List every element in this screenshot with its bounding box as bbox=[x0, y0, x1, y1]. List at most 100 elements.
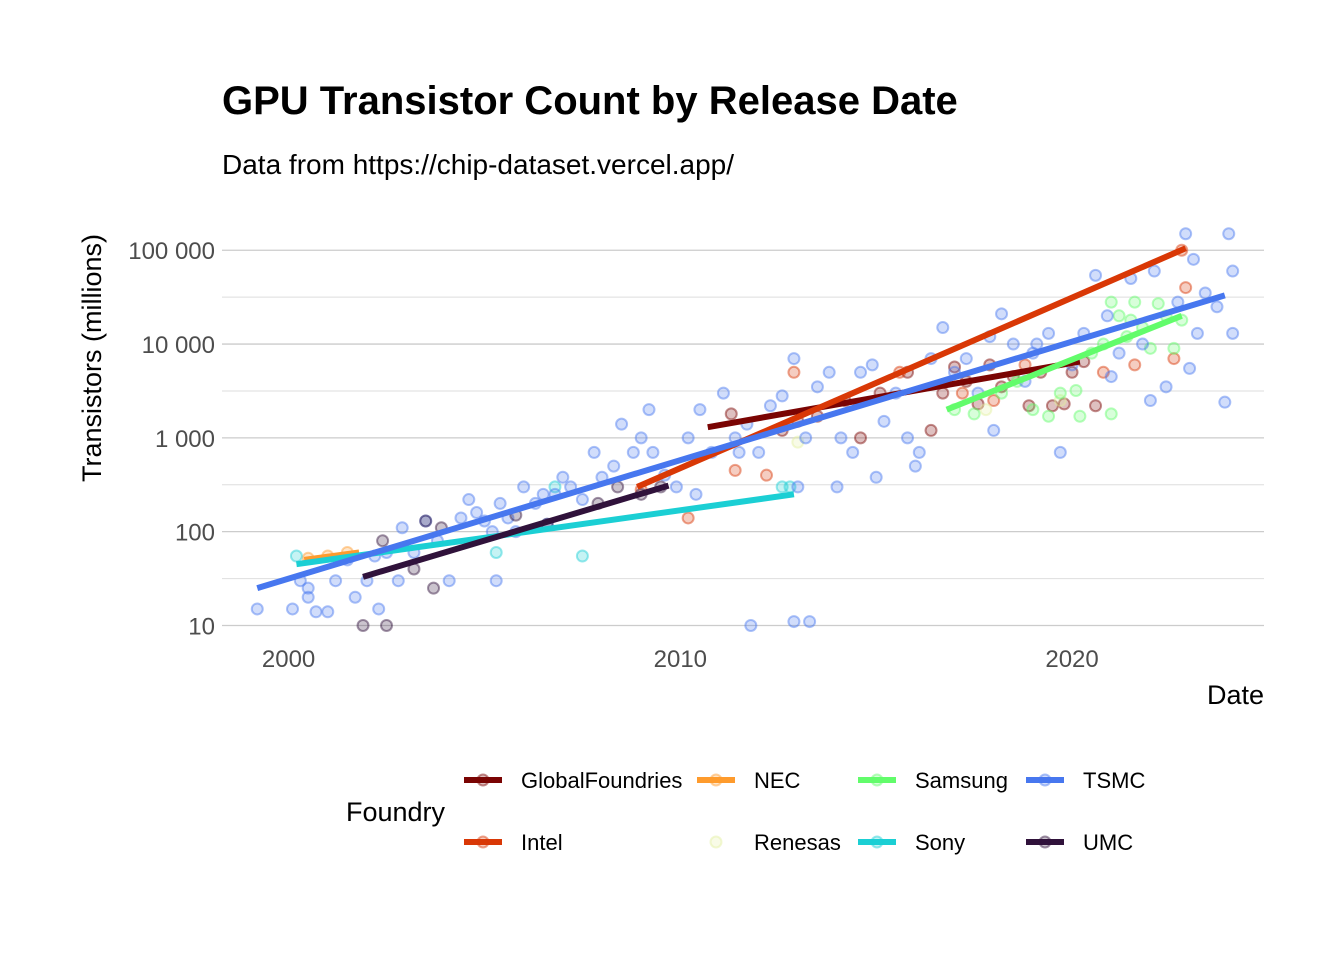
data-point bbox=[1053, 394, 1067, 408]
data-point bbox=[854, 365, 868, 379]
data-point bbox=[442, 574, 456, 588]
data-point bbox=[1167, 352, 1181, 366]
data-point bbox=[1222, 227, 1236, 241]
legend-key-point bbox=[709, 773, 723, 787]
data-point bbox=[732, 445, 746, 459]
data-point bbox=[1112, 309, 1126, 323]
x-axis-ticks: 2000 2010 2020 bbox=[262, 646, 1099, 673]
trend-line bbox=[256, 292, 1226, 592]
data-point bbox=[1147, 264, 1161, 278]
data-point bbox=[744, 618, 758, 632]
data-point bbox=[775, 389, 789, 403]
data-point bbox=[787, 615, 801, 629]
data-point bbox=[372, 602, 386, 616]
data-point bbox=[979, 403, 993, 417]
data-point bbox=[865, 358, 879, 372]
data-point bbox=[1210, 300, 1224, 314]
data-point bbox=[1159, 380, 1173, 394]
data-point bbox=[1104, 370, 1118, 384]
data-point bbox=[286, 602, 300, 616]
legend-key-point bbox=[476, 773, 490, 787]
data-point bbox=[787, 365, 801, 379]
data-point bbox=[681, 431, 695, 445]
data-point bbox=[724, 407, 738, 421]
data-point bbox=[454, 511, 468, 525]
legend-item: Intel bbox=[464, 830, 563, 855]
data-point bbox=[626, 445, 640, 459]
legend-label: Sony bbox=[915, 830, 965, 855]
data-point bbox=[1198, 286, 1212, 300]
data-point bbox=[301, 581, 315, 595]
data-point bbox=[810, 380, 824, 394]
legend-key-point bbox=[476, 835, 490, 849]
data-point bbox=[470, 506, 484, 520]
data-point bbox=[587, 445, 601, 459]
data-point bbox=[1073, 409, 1087, 423]
y-axis-title: Transistors (millions) bbox=[77, 234, 107, 482]
data-point bbox=[548, 480, 562, 494]
data-point bbox=[1089, 399, 1103, 413]
y-tick-label: 100 000 bbox=[128, 238, 215, 265]
data-point bbox=[1179, 227, 1193, 241]
data-point bbox=[822, 365, 836, 379]
data-point bbox=[791, 435, 805, 449]
data-point bbox=[462, 493, 476, 507]
data-point bbox=[380, 618, 394, 632]
data-point bbox=[948, 360, 962, 374]
data-point bbox=[1151, 297, 1165, 311]
data-point bbox=[955, 386, 969, 400]
data-point bbox=[987, 394, 1001, 408]
data-point bbox=[1057, 397, 1071, 411]
data-point bbox=[908, 459, 922, 473]
data-point bbox=[1053, 445, 1067, 459]
legend-key-point bbox=[1038, 773, 1052, 787]
data-point bbox=[763, 399, 777, 413]
data-point bbox=[752, 445, 766, 459]
data-point bbox=[1104, 295, 1118, 309]
data-point bbox=[1104, 407, 1118, 421]
legend-label: Renesas bbox=[754, 830, 841, 855]
data-point bbox=[1128, 295, 1142, 309]
data-point bbox=[391, 574, 405, 588]
data-point bbox=[348, 590, 362, 604]
data-point bbox=[716, 386, 730, 400]
data-point bbox=[1136, 337, 1150, 351]
data-point bbox=[646, 445, 660, 459]
data-point bbox=[1045, 399, 1059, 413]
data-point bbox=[329, 574, 343, 588]
data-point bbox=[634, 431, 648, 445]
data-point bbox=[376, 534, 390, 548]
data-point bbox=[1190, 326, 1204, 340]
data-point bbox=[1226, 264, 1240, 278]
data-point bbox=[854, 431, 868, 445]
data-point bbox=[517, 480, 531, 494]
data-point bbox=[556, 470, 570, 484]
data-point bbox=[787, 352, 801, 366]
data-point bbox=[834, 431, 848, 445]
data-point bbox=[1022, 399, 1036, 413]
legend-item: UMC bbox=[1026, 830, 1133, 855]
data-point bbox=[1053, 386, 1067, 400]
legend-key-point bbox=[870, 835, 884, 849]
data-point bbox=[1042, 409, 1056, 423]
data-point bbox=[1089, 268, 1103, 282]
data-point bbox=[728, 463, 742, 477]
data-point bbox=[1143, 394, 1157, 408]
data-point bbox=[301, 590, 315, 604]
legend-item: Samsung bbox=[858, 768, 1008, 793]
data-point bbox=[607, 459, 621, 473]
x-tick-label: 2000 bbox=[262, 646, 315, 673]
x-axis-title: Date bbox=[1207, 680, 1264, 710]
data-point bbox=[250, 602, 264, 616]
data-point bbox=[1186, 252, 1200, 266]
data-point bbox=[1042, 326, 1056, 340]
data-point bbox=[681, 511, 695, 525]
data-point bbox=[901, 431, 915, 445]
legend-key-point bbox=[870, 773, 884, 787]
data-point bbox=[289, 549, 303, 563]
data-point bbox=[493, 496, 507, 510]
data-point bbox=[1006, 337, 1020, 351]
y-axis-ticks: 10 100 1 000 10 000 100 000 bbox=[128, 238, 215, 640]
legend-key-point bbox=[1038, 835, 1052, 849]
data-point bbox=[1179, 281, 1193, 295]
